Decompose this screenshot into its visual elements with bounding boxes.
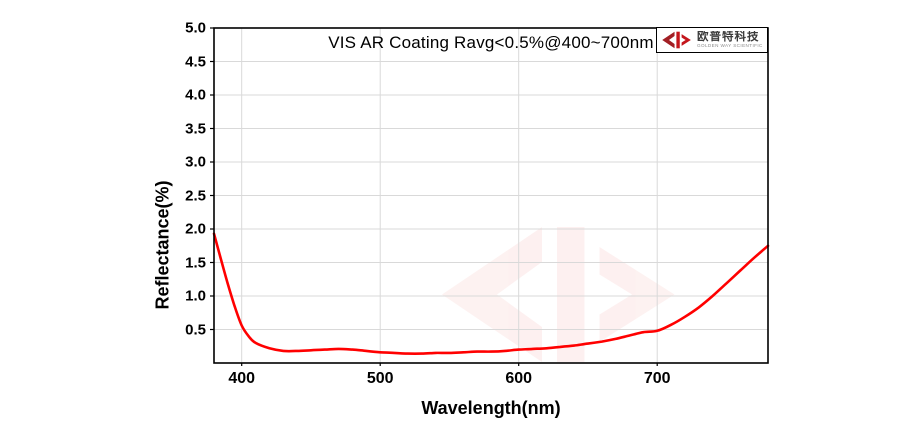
y-tick-label: 5.0 bbox=[185, 19, 206, 37]
reflectance-curve bbox=[212, 232, 770, 355]
brand-name-en: GOLDEN WAY SCIENTIFIC bbox=[697, 43, 763, 49]
x-tick-label: 600 bbox=[505, 370, 533, 387]
brand-logo-icon bbox=[662, 31, 691, 49]
chart-title: VIS AR Coating Ravg<0.5%@400~700nm bbox=[328, 33, 654, 52]
x-tick-label: 500 bbox=[366, 370, 394, 387]
brand-text: 欧普特科技 GOLDEN WAY SCIENTIFIC bbox=[697, 31, 763, 49]
y-tick-label: 4.5 bbox=[185, 53, 206, 70]
x-tick-label: 400 bbox=[228, 370, 256, 387]
y-tick-label: 2.0 bbox=[185, 220, 206, 238]
gridlines bbox=[214, 27, 768, 363]
x-tick-label: 700 bbox=[643, 370, 671, 387]
y-tick-label: 3.0 bbox=[185, 153, 206, 171]
y-tick-label: 1.5 bbox=[185, 254, 206, 271]
tick-marks bbox=[210, 27, 658, 366]
y-tick-label: 1.0 bbox=[185, 287, 206, 305]
watermark-logo bbox=[442, 227, 675, 362]
y-tick-label: 0.5 bbox=[185, 321, 206, 338]
y-tick-label: 4.0 bbox=[185, 86, 206, 104]
brand-logo: 欧普特科技 GOLDEN WAY SCIENTIFIC bbox=[656, 27, 768, 53]
y-tick-label: 3.5 bbox=[185, 120, 206, 137]
y-tick-label: 2.5 bbox=[185, 187, 206, 204]
x-axis-title: Wavelength(nm) bbox=[421, 398, 561, 418]
brand-name-cn: 欧普特科技 bbox=[697, 30, 760, 43]
